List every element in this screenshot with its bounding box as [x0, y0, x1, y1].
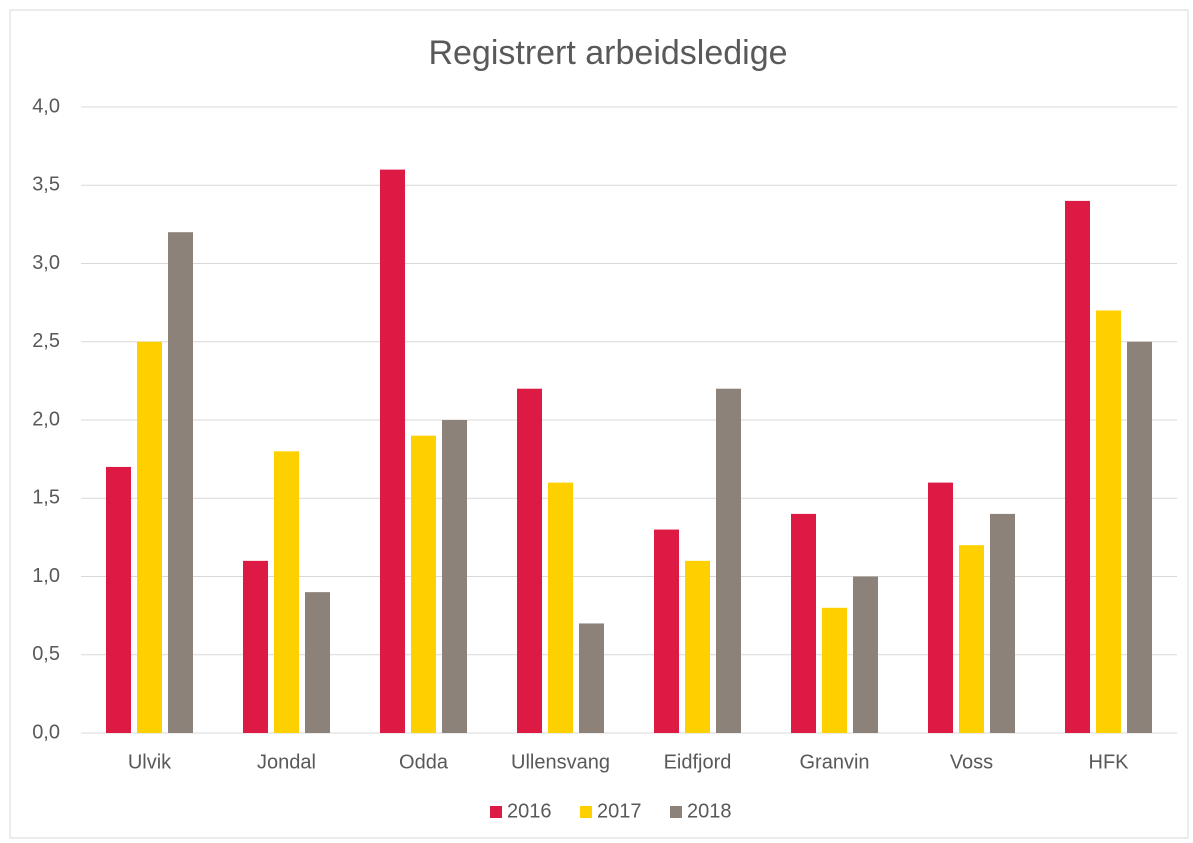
- bar: [274, 451, 299, 733]
- bar: [990, 513, 1015, 733]
- bar: [685, 560, 710, 733]
- y-tick-label: 2,0: [32, 408, 60, 430]
- chart-title: Registrert arbeidsledige: [428, 34, 787, 72]
- x-tick-label: HFK: [1089, 751, 1130, 773]
- x-tick-label: Jondal: [257, 751, 316, 773]
- legend-label: 2017: [597, 800, 642, 822]
- y-tick-label: 0,5: [32, 643, 60, 665]
- bar: [137, 341, 162, 733]
- bar: [305, 592, 330, 733]
- bar: [411, 435, 436, 733]
- y-tick-label: 1,0: [32, 565, 60, 587]
- bar: [1065, 200, 1090, 733]
- legend-swatch: [490, 806, 502, 818]
- x-tick-label: Ulvik: [128, 751, 172, 773]
- legend-label: 2016: [507, 800, 552, 822]
- bar: [822, 607, 847, 733]
- y-tick-label: 3,5: [32, 174, 60, 196]
- legend-label: 2018: [687, 800, 732, 822]
- bar: [928, 482, 953, 733]
- bar: [517, 388, 542, 733]
- bar: [791, 513, 816, 733]
- bar: [959, 545, 984, 733]
- legend-swatch: [580, 806, 592, 818]
- bar: [380, 169, 405, 734]
- x-tick-label: Granvin: [799, 751, 869, 773]
- y-tick-label: 3,0: [32, 252, 60, 274]
- y-tick-label: 0,0: [32, 721, 60, 743]
- bar: [243, 560, 268, 733]
- bar: [853, 576, 878, 733]
- bar: [654, 529, 679, 733]
- x-tick-label: Odda: [399, 751, 449, 773]
- bar: [579, 623, 604, 733]
- x-tick-label: Voss: [950, 751, 993, 773]
- x-tick-label: Eidfjord: [664, 751, 732, 773]
- bar: [716, 388, 741, 733]
- bar: [168, 232, 193, 733]
- y-tick-label: 1,5: [32, 487, 60, 509]
- bar: [1096, 310, 1121, 733]
- y-tick-label: 4,0: [32, 95, 60, 117]
- bar: [106, 466, 131, 733]
- x-tick-label: Ullensvang: [511, 751, 610, 773]
- y-tick-label: 2,5: [32, 330, 60, 352]
- legend-swatch: [670, 806, 682, 818]
- bar: [1127, 341, 1152, 733]
- bar: [548, 482, 573, 733]
- bar: [442, 420, 467, 733]
